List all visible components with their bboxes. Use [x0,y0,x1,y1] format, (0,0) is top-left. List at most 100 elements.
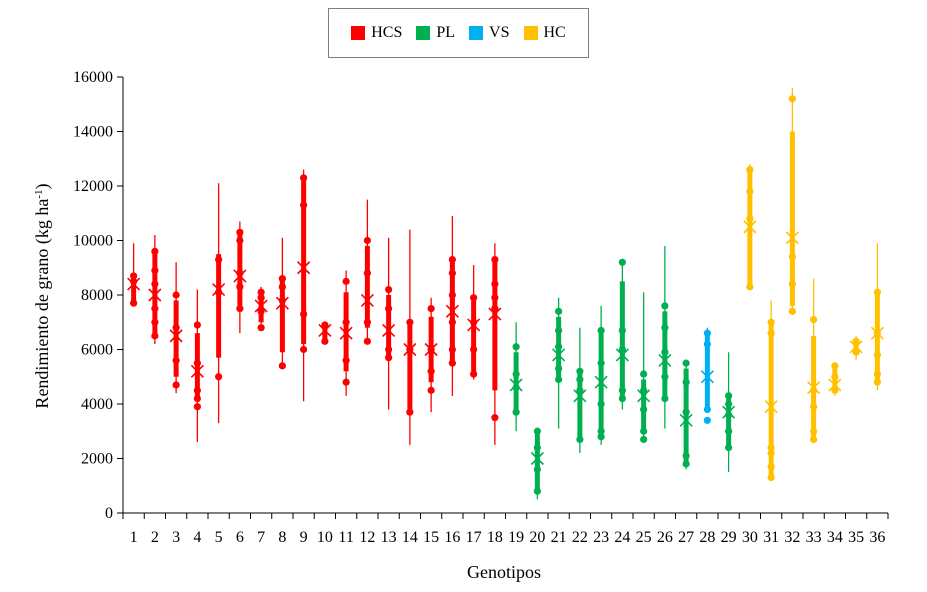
mean-marker [488,307,502,321]
genotype-8-marks [275,237,289,370]
mean-marker [722,405,736,419]
mean-marker [637,389,651,403]
mean-marker [254,299,268,313]
genotype-12-marks [360,199,374,345]
legend-label-pl: PL [436,24,456,41]
data-point [257,307,265,315]
data-point [363,318,371,326]
y-tick-label: 0 [105,505,113,522]
data-point [682,452,690,460]
genotype-1-marks [127,243,141,307]
x-tick-label: 17 [466,529,482,546]
x-tick-label: 16 [444,529,460,546]
genotype-11-marks [339,270,353,396]
y-axis-title-end: ) [32,183,53,189]
x-tick-label: 19 [508,529,524,546]
data-point [810,435,818,444]
data-point [788,280,796,288]
x-tick-label: 36 [869,529,885,546]
data-point [321,337,329,345]
x-tick-label: 3 [172,529,180,546]
data-point [576,435,584,444]
data-point [640,386,648,394]
data-point [448,318,456,326]
legend-item-pl: PL [416,24,455,42]
mean-marker [467,318,481,332]
y-tick-label: 6000 [81,342,113,359]
data-point [746,215,754,223]
data-point [618,258,626,266]
data-point [236,228,244,236]
genotype-21-marks [552,297,566,429]
legend-label-hcs: HCS [371,24,403,41]
range-bar [789,131,795,306]
mean-marker [573,389,587,403]
genotype-17-marks [467,265,481,380]
data-point [151,332,159,340]
data-point [618,394,626,403]
data-point [661,302,669,310]
genotype-27-marks [679,359,693,470]
data-point [512,370,520,378]
data-point [151,305,159,313]
legend: HCS PL VS HC [328,8,589,58]
data-point [427,305,435,313]
range-bar [513,352,519,410]
data-point [852,348,860,356]
x-tick-label: 9 [300,529,308,546]
genotype-14-marks [403,229,417,445]
data-point [682,408,690,416]
data-point [448,345,456,354]
data-point [448,269,456,277]
genotype-36-marks [870,243,884,391]
y-tick-label: 4000 [81,396,113,413]
data-point [873,288,881,296]
data-point [661,373,669,381]
data-point [533,444,541,452]
mean-marker [807,381,821,395]
data-point [363,236,371,245]
data-point [151,318,159,326]
data-point [151,280,159,288]
data-point [597,359,605,367]
range-bar [534,433,540,492]
genotype-19-marks [509,322,523,432]
data-point [703,416,711,424]
mean-marker [297,261,311,275]
data-point [342,318,350,326]
data-point [215,373,223,381]
data-point [746,166,754,174]
data-point [406,408,414,416]
x-tick-label: 12 [359,529,375,546]
x-tick-label: 26 [657,529,673,546]
data-point [172,356,180,364]
genotype-3-marks [169,262,183,394]
data-point [300,201,308,209]
x-tick-label: 8 [278,529,286,546]
data-point [385,285,393,294]
data-point [873,370,881,378]
data-point [491,305,499,313]
data-point [470,294,478,302]
range-bar [768,322,774,478]
mean-marker [828,378,842,392]
data-point [640,435,648,444]
mean-marker [764,400,778,414]
data-point [448,255,456,264]
mean-marker [148,288,162,302]
data-point [300,345,308,354]
data-point [533,487,541,495]
data-point [491,255,499,264]
x-tick-label: 1 [130,529,138,546]
data-point [491,294,499,302]
data-point [767,318,775,326]
legend-label-hc: HC [543,24,566,41]
data-point [746,187,754,196]
data-point [172,381,180,389]
data-point [576,375,584,384]
data-point [427,386,435,394]
range-bar [598,333,604,434]
genotype-5-marks [212,183,226,424]
data-point [215,255,223,264]
